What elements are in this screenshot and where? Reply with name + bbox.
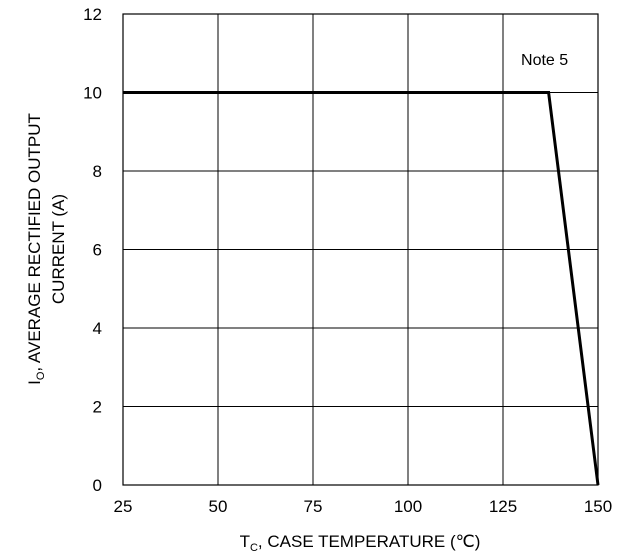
y-tick-label: 0 xyxy=(93,476,102,495)
y-tick-label: 10 xyxy=(83,84,102,103)
series-group xyxy=(123,91,600,486)
x-tick-label: 100 xyxy=(394,497,422,516)
grid xyxy=(122,13,599,486)
series-line xyxy=(123,91,600,486)
y-tick-label: 6 xyxy=(93,241,102,260)
x-tick-label: 50 xyxy=(209,497,228,516)
plot-frame xyxy=(122,13,599,486)
x-tick-label: 25 xyxy=(114,497,133,516)
x-tick-label: 125 xyxy=(489,497,517,516)
x-tick-label: 75 xyxy=(304,497,323,516)
annotation-note: Note 5 xyxy=(521,52,568,69)
x-tick-label: 150 xyxy=(584,497,612,516)
tick-labels: 25 50 75 100 125 150 0 2 4 6 8 10 12 xyxy=(83,5,612,516)
x-axis-label: TC, CASE TEMPERATURE (℃) xyxy=(240,532,481,554)
y-tick-label: 4 xyxy=(93,319,102,338)
y-tick-label: 12 xyxy=(83,5,102,24)
y-tick-label: 8 xyxy=(93,162,102,181)
annotations: Note 5 xyxy=(521,52,568,69)
y-axis-label-line1: IO, AVERAGE RECTIFIED OUTPUT xyxy=(25,113,47,385)
y-tick-label: 2 xyxy=(93,398,102,417)
y-axis-label-line2: CURRENT (A) xyxy=(49,194,68,304)
